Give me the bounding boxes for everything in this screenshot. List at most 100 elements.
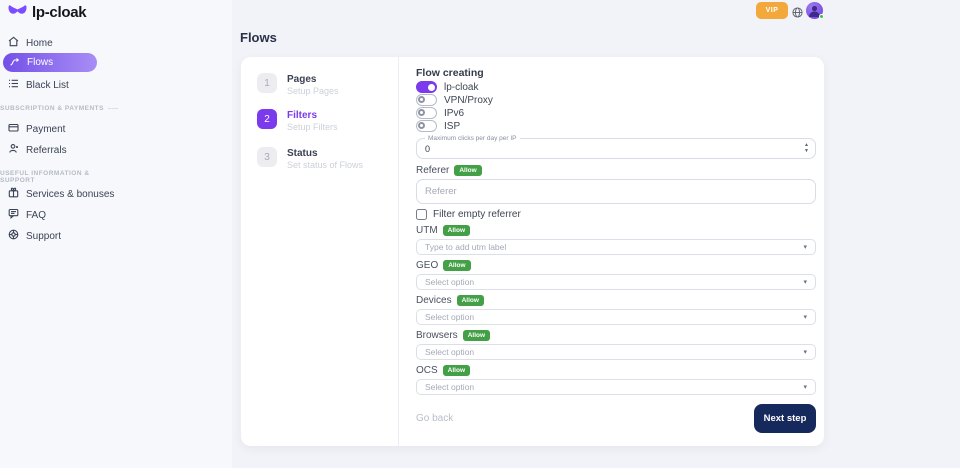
max-clicks-input[interactable] [425,143,807,154]
sidebar-item-label: Support [26,230,62,242]
geo-label: GEO [416,259,439,271]
sidebar-item-label: Home [26,37,53,49]
sidebar-item-faq[interactable]: FAQ [8,208,46,222]
brand-name: lp-cloak [32,4,87,21]
geo-select[interactable]: Select option ▾ [416,274,816,290]
utm-label: UTM [416,224,438,236]
ocs-label-row: OCS Allow [416,364,816,376]
step-title: Pages [287,74,317,85]
filter-empty-referrer-row[interactable]: Filter empty referrer [416,209,816,220]
step-title: Filters [287,110,318,121]
next-step-button[interactable]: Next step [754,404,816,433]
sidebar-item-label: Flows [27,57,54,68]
step-number: 2 [257,109,277,129]
sidebar-item-flows[interactable]: Flows [3,53,97,72]
select-placeholder: Select option [425,277,475,287]
language-globe-icon[interactable] [792,5,803,18]
sidebar-item-label: Services & bonuses [26,188,115,200]
user-avatar[interactable] [806,2,824,19]
sidebar-item-label: FAQ [26,209,47,221]
go-back-button[interactable]: Go back [416,413,454,424]
sidebar-item-support[interactable]: Support [8,229,61,243]
select-placeholder: Select option [425,347,475,357]
sidebar-item-payment[interactable]: Payment [8,122,65,136]
sidebar-item-black-list[interactable]: Black List [8,78,69,92]
ipv6-toggle[interactable] [416,107,437,119]
geo-allow-badge[interactable]: Allow [443,259,471,271]
toggle-row-ipv6: IPv6 [416,107,816,119]
devices-label: Devices [416,294,452,306]
max-clicks-field: Maximum clicks per day per IP ▲▼ [416,135,816,159]
select-placeholder: Type to add utm label [425,242,507,252]
vpn-proxy-toggle[interactable] [416,94,437,106]
sidebar-item-label: Payment [26,123,66,135]
chevron-down-icon: ▾ [803,244,807,251]
sidebar-section-title: USEFUL INFORMATION & SUPPORT [0,170,118,184]
chevron-down-icon: ▾ [803,349,807,356]
chevron-down-icon: ▾ [803,384,807,391]
step-filters[interactable]: 2 Filters Setup Filters [257,109,384,133]
toggle-row-isp: ISP [416,120,816,132]
checkbox-label: Filter empty referrer [433,209,521,220]
utm-select[interactable]: Type to add utm label ▾ [416,239,816,255]
flow-creating-card: 1 Pages Setup Pages 2 Filters Setup Filt… [241,57,824,446]
step-subtitle: Setup Filters [287,122,338,132]
select-placeholder: Select option [425,382,475,392]
browsers-label-row: Browsers Allow [416,329,816,341]
ocs-label: OCS [416,364,438,376]
sidebar-item-label: Referrals [26,144,67,156]
sidebar-item-services-bonuses[interactable]: Services & bonuses [8,187,114,201]
toggle-row-lp-cloak: lp-cloak [416,81,816,93]
utm-allow-badge[interactable]: Allow [442,224,471,236]
lp-cloak-toggle[interactable] [416,81,437,93]
step-number: 1 [257,73,277,93]
list-icon [8,78,19,92]
home-icon [8,36,19,50]
isp-toggle[interactable] [416,120,437,132]
referer-label: Referer [416,164,450,176]
sidebar-item-home[interactable]: Home [8,36,53,50]
flows-icon [9,56,20,70]
sidebar-item-referrals[interactable]: Referrals [8,143,67,157]
flow-creating-form: Flow creating lp-cloak VPN/Proxy IPv6 IS… [399,57,824,446]
ocs-allow-badge[interactable]: Allow [442,364,471,376]
select-placeholder: Select option [425,312,475,322]
page-title: Flows [240,30,277,45]
devices-allow-badge[interactable]: Allow [456,294,484,306]
person-icon [8,143,19,157]
form-title: Flow creating [416,67,484,79]
browsers-label: Browsers [416,329,458,341]
step-pages[interactable]: 1 Pages Setup Pages [257,73,384,97]
chevron-down-icon: ▾ [803,314,807,321]
referer-label-row: Referer Allow [416,164,816,176]
toggle-label: lp-cloak [444,81,479,93]
vip-button[interactable]: VIP [756,2,788,19]
step-number: 3 [257,147,277,167]
devices-label-row: Devices Allow [416,294,816,306]
bottom-strip [0,468,960,475]
online-status-dot [819,14,824,19]
sidebar-section-title: SUBSCRIPTION & PAYMENTS [0,105,118,112]
step-subtitle: Set status of Flows [287,160,364,170]
toggle-row-vpn-proxy: VPN/Proxy [416,94,816,106]
step-status[interactable]: 3 Status Set status of Flows [257,147,384,171]
sidebar-panel [0,0,232,468]
toggle-label: VPN/Proxy [444,94,493,106]
toggle-label: IPv6 [444,107,465,119]
max-clicks-label: Maximum clicks per day per IP [425,135,520,142]
browsers-select[interactable]: Select option ▾ [416,344,816,360]
ocs-select[interactable]: Select option ▾ [416,379,816,395]
chevron-down-icon: ▾ [803,279,807,286]
utm-label-row: UTM Allow [416,224,816,236]
devices-select[interactable]: Select option ▾ [416,309,816,325]
brand-logo[interactable]: lp-cloak [8,3,87,22]
chat-icon [8,208,19,222]
referer-allow-badge[interactable]: Allow [454,164,482,176]
filter-empty-referrer-checkbox[interactable] [416,209,427,220]
referer-input[interactable] [416,179,816,204]
geo-label-row: GEO Allow [416,259,816,271]
step-title: Status [287,148,318,159]
number-stepper-icon[interactable]: ▲ ▼ [804,142,809,154]
browsers-allow-badge[interactable]: Allow [462,329,491,341]
